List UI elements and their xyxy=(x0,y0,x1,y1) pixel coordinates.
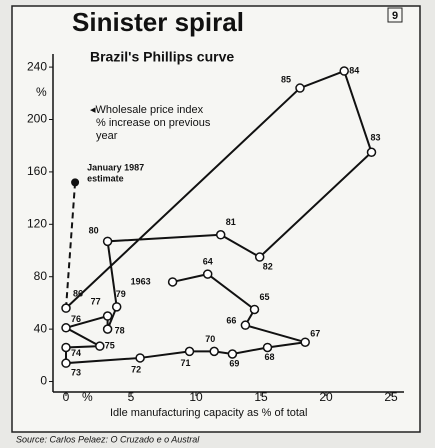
y-tick-label: 120 xyxy=(27,216,47,230)
point-label: 74 xyxy=(71,348,81,358)
estimate-link xyxy=(65,182,77,309)
chart-subtitle: Brazil's Phillips curve xyxy=(90,49,234,65)
badge: 9 xyxy=(392,10,398,22)
point-label: 79 xyxy=(116,289,126,299)
data-point xyxy=(61,342,71,353)
data-point xyxy=(262,342,273,353)
data-point xyxy=(339,66,349,76)
x-tick-label: 20 xyxy=(319,390,333,404)
point-label: 66 xyxy=(226,316,236,326)
point-label: 78 xyxy=(115,325,125,335)
x-unit: % xyxy=(82,390,93,404)
y-tick-label: 40 xyxy=(34,321,48,335)
data-point xyxy=(102,324,113,334)
data-point xyxy=(366,147,377,158)
point-label: 1963 xyxy=(131,276,151,286)
point-label: 83 xyxy=(370,133,380,143)
point-label: 69 xyxy=(229,358,239,368)
data-point xyxy=(102,311,113,321)
data-point xyxy=(240,320,251,330)
data-point xyxy=(61,358,71,368)
chart-title: Sinister spiral xyxy=(72,7,244,37)
data-point xyxy=(295,83,305,93)
point-label: 75 xyxy=(105,341,115,351)
y-unit: % xyxy=(36,85,47,99)
badge-box xyxy=(387,7,403,23)
estimate-label: January 1987 estimate xyxy=(87,163,144,184)
frame xyxy=(11,5,421,433)
estimate-point xyxy=(71,178,80,187)
x-tick-label: 10 xyxy=(189,390,203,404)
data-point xyxy=(135,353,145,363)
data-point xyxy=(61,323,71,333)
y-tick-label: 0 xyxy=(40,374,47,388)
point-label: 73 xyxy=(71,368,81,378)
point-label: 81 xyxy=(226,217,236,227)
data-point xyxy=(61,303,71,313)
x-tick-label: 5 xyxy=(128,390,135,404)
point-label: 84 xyxy=(349,65,359,75)
data-point xyxy=(249,304,260,315)
x-tick-label: 0 xyxy=(63,390,70,404)
point-label: 72 xyxy=(131,364,141,374)
data-point xyxy=(215,230,226,240)
point-label: 85 xyxy=(281,74,291,84)
point-label: 77 xyxy=(91,296,101,306)
data-point xyxy=(167,277,178,287)
source: Source: Carlos Pelaez: O Cruzado e o Aus… xyxy=(16,434,200,444)
data-point xyxy=(300,337,310,347)
point-label: 65 xyxy=(259,292,269,302)
data-point xyxy=(254,252,265,262)
x-axis-label: Idle manufacturing capacity as % of tota… xyxy=(110,407,308,419)
legend-label: ◂Wholesale price index% increase on prev… xyxy=(90,104,211,142)
point-label: 71 xyxy=(180,358,190,368)
point-label: 68 xyxy=(264,352,274,362)
point-label: 64 xyxy=(203,256,213,266)
data-point xyxy=(95,341,105,351)
point-label: 86 xyxy=(73,289,83,299)
data-point xyxy=(184,346,195,357)
data-point xyxy=(111,302,122,312)
data-point xyxy=(202,269,213,279)
point-label: 80 xyxy=(89,226,99,236)
point-label: 67 xyxy=(310,329,320,339)
point-label: 82 xyxy=(263,261,273,271)
y-tick-label: 80 xyxy=(34,269,48,283)
legend-text: Wholesale price index xyxy=(96,104,204,116)
data-point xyxy=(102,236,113,247)
data-point xyxy=(209,346,219,357)
point-label: 76 xyxy=(71,314,81,324)
x-tick-label: 15 xyxy=(254,390,268,404)
y-tick-label: 160 xyxy=(27,164,47,178)
y-tick-label: 240 xyxy=(27,59,47,73)
x-tick-label: 25 xyxy=(384,390,398,404)
series-line xyxy=(63,69,373,365)
point-label: 70 xyxy=(205,334,215,344)
y-tick-label: 200 xyxy=(27,112,47,126)
data-point xyxy=(227,349,238,359)
